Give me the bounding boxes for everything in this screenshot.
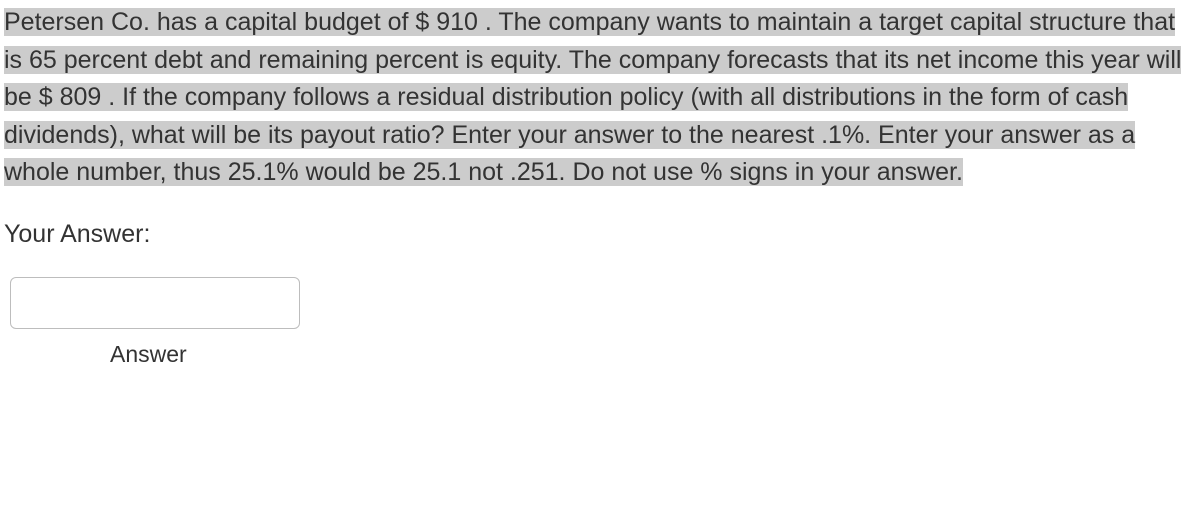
answer-caption: Answer [10,341,1194,368]
question-text: Petersen Co. has a capital budget of $ 9… [4,8,1181,186]
answer-input[interactable] [10,277,300,329]
your-answer-label: Your Answer: [0,220,1194,249]
answer-area: Answer [0,277,1194,368]
question-container: Petersen Co. has a capital budget of $ 9… [0,0,1194,517]
question-text-block: Petersen Co. has a capital budget of $ 9… [0,0,1194,192]
